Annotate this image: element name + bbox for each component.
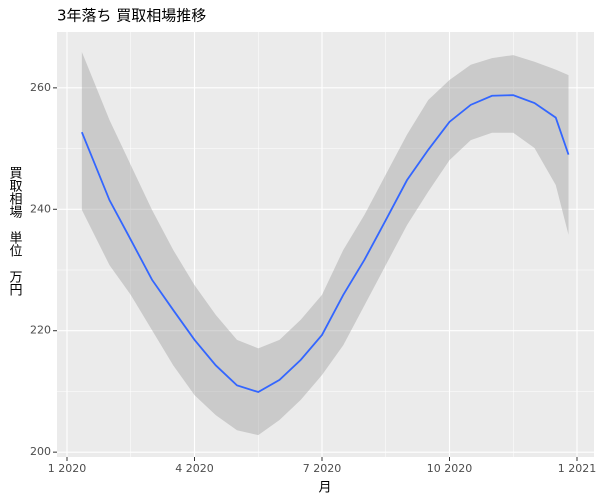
x-axis-label: 月	[318, 481, 331, 496]
y-tick-label: 240	[30, 202, 51, 215]
x-tick-label: 10 2020	[427, 462, 473, 475]
y-tick-label: 260	[30, 81, 51, 94]
chart-title: 3年落ち 買取相場推移	[57, 7, 206, 25]
y-tick-label: 200	[30, 445, 51, 458]
confidence-band	[81, 52, 569, 436]
smooth-line	[81, 94, 570, 394]
y-tick-label: 220	[30, 324, 51, 337]
x-tick-label: 1 2020	[48, 462, 87, 475]
x-tick-label: 4 2020	[175, 462, 214, 475]
y-axis-label: 買取相場 単位 万円	[7, 166, 23, 296]
panel	[57, 32, 594, 457]
x-tick-label: 1 2021	[558, 462, 597, 475]
x-tick-label: 7 2020	[303, 462, 342, 475]
